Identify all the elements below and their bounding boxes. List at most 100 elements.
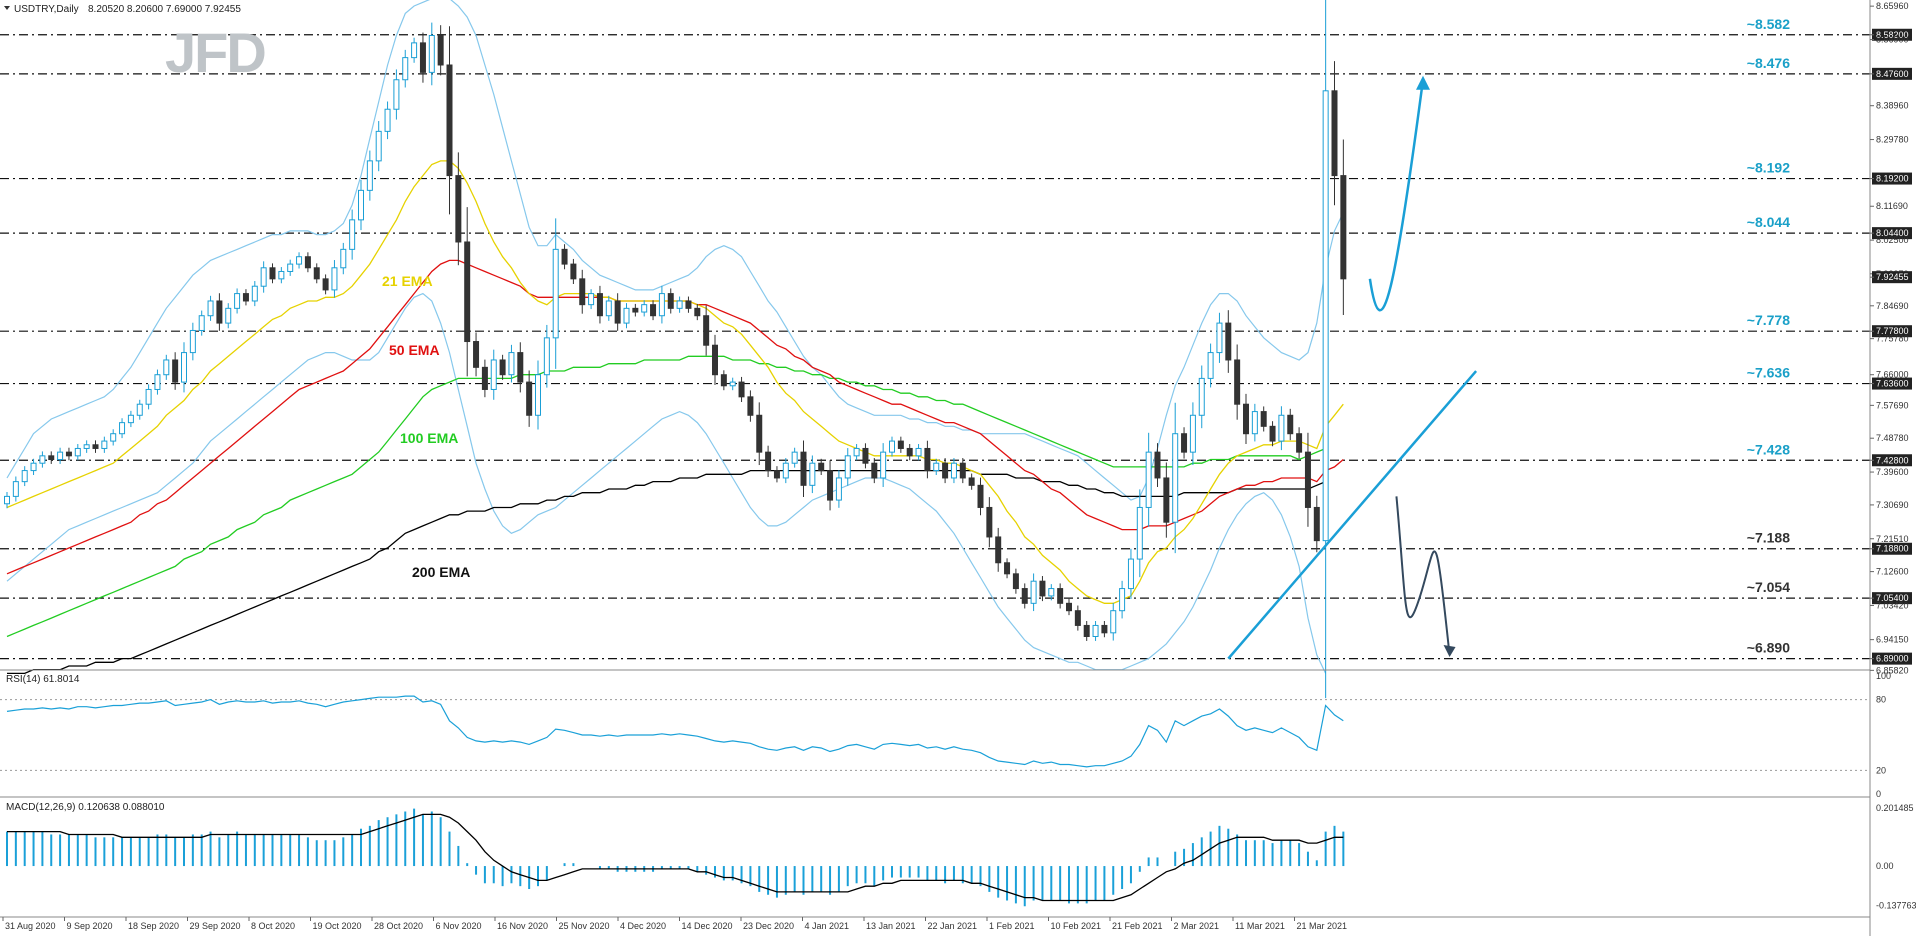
price-tick-label: 8.56900	[1876, 35, 1909, 45]
candle-body	[632, 307, 639, 313]
menu-triangle-icon[interactable]	[4, 6, 10, 10]
candle-body	[942, 462, 949, 479]
candle-body	[349, 219, 356, 250]
price-tick-label: 7.30690	[1876, 500, 1909, 510]
candle	[428, 22, 435, 86]
candle-body	[1066, 602, 1072, 612]
candle	[1198, 365, 1205, 429]
price-tick-label: 7.12600	[1876, 567, 1909, 577]
candle	[835, 470, 842, 508]
candle	[641, 300, 648, 317]
time-tick-label: 14 Dec 2020	[682, 921, 733, 931]
candle-body	[897, 440, 904, 449]
candle-body	[119, 422, 126, 435]
candle	[517, 342, 524, 393]
candle-body	[968, 477, 975, 486]
candle-body	[915, 447, 922, 457]
rsi-tick-label: 100	[1876, 671, 1891, 681]
candle	[304, 252, 311, 273]
candle	[1066, 598, 1072, 616]
candle	[508, 344, 515, 383]
candle	[703, 305, 710, 356]
candle-body	[623, 307, 630, 324]
candle	[127, 410, 134, 428]
price-box	[1872, 227, 1912, 240]
candle-body	[366, 160, 373, 191]
macd-tick-label: 0.00	[1876, 861, 1894, 871]
candle-body	[393, 79, 400, 110]
candle-body	[1136, 506, 1143, 560]
candle	[853, 444, 860, 461]
time-tick-label: 4 Dec 2020	[620, 921, 666, 931]
candle-body	[694, 307, 701, 317]
price-tick-label: 8.65960	[1876, 1, 1909, 11]
price-tick-label: 8.47600	[1876, 69, 1909, 79]
candle-body	[720, 374, 727, 387]
candle-body	[712, 344, 718, 376]
price-box	[1872, 652, 1912, 665]
candle	[269, 263, 276, 284]
candle	[632, 303, 639, 317]
time-tick-label: 1 Feb 2021	[989, 921, 1035, 931]
candle-body	[1287, 414, 1294, 435]
down-arrow-head	[1443, 644, 1456, 657]
candle	[154, 369, 161, 395]
candle-body	[1198, 377, 1205, 416]
candle	[605, 295, 612, 321]
rsi-series-line	[6, 695, 1344, 768]
candle	[490, 349, 497, 400]
candle-body	[800, 451, 807, 486]
candle	[225, 303, 232, 329]
candle-body	[1189, 414, 1196, 453]
candle	[1110, 602, 1117, 641]
candle-body	[1278, 414, 1285, 442]
candle	[163, 354, 170, 380]
rsi-pane[interactable]: RSI(14) 61.8014	[0, 669, 1870, 771]
price-pane[interactable]: ~8.582 ~8.476 ~8.192 ~8.044 ~7.778 ~7.636 ~7.4…	[0, 0, 1870, 699]
price-tick-label: 7.77800	[1876, 326, 1909, 336]
candle-body	[1004, 562, 1011, 575]
candle	[623, 303, 630, 329]
ema50-label: 50 EMA	[389, 342, 440, 358]
candle-body	[1127, 558, 1134, 590]
macd-pane[interactable]: MACD(12,26,9) 0.120638 0.088010	[0, 796, 1870, 907]
candle-body	[862, 447, 869, 464]
price-tick-label: 8.19200	[1876, 174, 1909, 184]
candle	[995, 527, 1002, 572]
candle	[1243, 393, 1249, 445]
price-box	[1872, 454, 1912, 467]
candle-body	[481, 366, 488, 390]
candle	[349, 209, 356, 260]
rsi-line	[0, 695, 1870, 771]
ema21-label: 21 EMA	[382, 273, 433, 289]
candle	[933, 458, 940, 476]
time-axis[interactable]: 31 Aug 2020 9 Sep 2020 18 Sep 2020 29 Sep 2…	[2, 917, 1347, 931]
bollinger-upper-line	[6, 0, 1344, 501]
candle	[473, 332, 480, 377]
candle-body	[1030, 580, 1037, 604]
candle-body	[251, 285, 258, 302]
candle	[1340, 139, 1347, 315]
candle-body	[1163, 477, 1170, 523]
candle	[57, 447, 64, 464]
candle	[1163, 462, 1170, 538]
price-tick-label: 7.57690	[1876, 400, 1909, 410]
candles	[4, 0, 1347, 699]
candle-body	[906, 447, 913, 457]
candle	[1136, 489, 1143, 578]
candle	[543, 324, 550, 388]
price-tick-label: 8.58200	[1876, 30, 1909, 40]
candle	[1287, 408, 1294, 441]
level-label: ~7.428	[1747, 441, 1790, 457]
candle-body	[1322, 90, 1329, 542]
level-label: ~6.890	[1747, 640, 1790, 656]
candle	[1039, 576, 1046, 602]
candle-body	[641, 304, 648, 313]
candle	[1101, 621, 1108, 638]
candle-body	[1304, 451, 1311, 508]
candle	[411, 37, 418, 63]
price-tick-label: 7.66000	[1876, 370, 1909, 380]
